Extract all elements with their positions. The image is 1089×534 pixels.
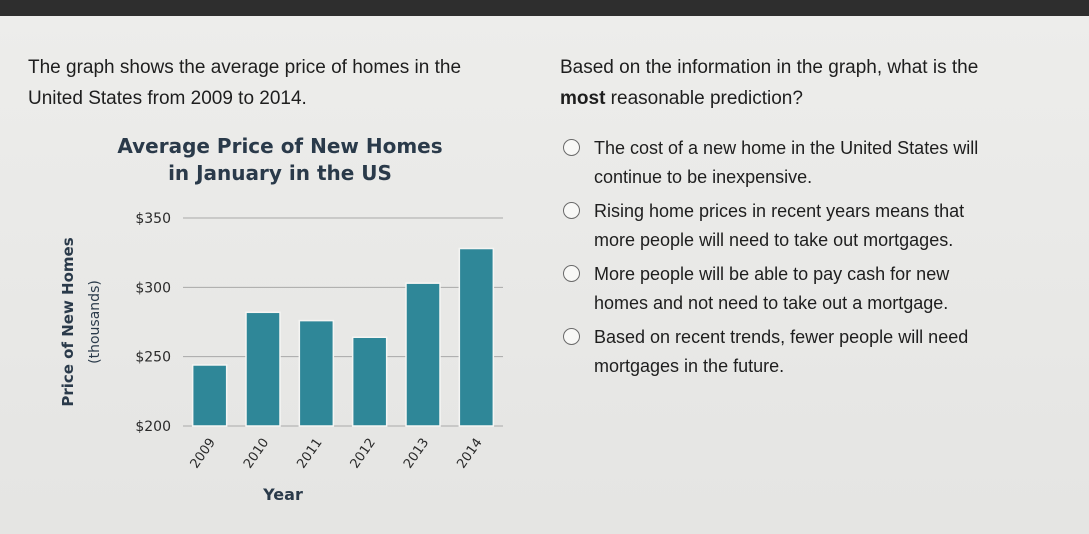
- y-tick-label: $250: [135, 350, 171, 366]
- x-tick-label: 2010: [241, 436, 272, 472]
- bar: [351, 336, 388, 427]
- y-axis-label: Price of New Homes: [59, 237, 77, 406]
- y-tick-label: $200: [135, 419, 171, 435]
- answer-option-1-line2: continue to be inexpensive.: [594, 167, 813, 187]
- x-tick-label: 2014: [454, 436, 485, 472]
- radio-button-icon[interactable]: [563, 265, 580, 282]
- question-sheet: The graph shows the average price of hom…: [0, 16, 1089, 534]
- answer-option-4-line1: Based on recent trends, fewer people wil…: [594, 327, 969, 347]
- answer-option-2-line1: Rising home prices in recent years means…: [594, 201, 965, 221]
- y-tick-label: $300: [135, 280, 171, 296]
- answer-option-2-line2: more people will need to take out mortga…: [594, 230, 954, 250]
- question-emphasis: most: [560, 88, 606, 109]
- x-axis-label: Year: [262, 485, 303, 504]
- bar: [458, 247, 495, 427]
- answer-option-4[interactable]: Based on recent trends, fewer people wil…: [558, 323, 1078, 381]
- radio-button-icon[interactable]: [563, 328, 580, 345]
- question-line2-rest: reasonable prediction?: [605, 88, 803, 109]
- question-line2: most reasonable prediction?: [560, 83, 1060, 114]
- answer-option-4-line2: mortgages in the future.: [594, 356, 785, 376]
- x-tick-label: 2009: [188, 436, 219, 472]
- answer-option-3-line2: homes and not need to take out a mortgag…: [594, 293, 949, 313]
- y-tick-label: $350: [135, 211, 171, 227]
- question-text: Based on the information in the graph, w…: [560, 52, 1060, 114]
- bar: [405, 282, 441, 427]
- x-tick-label: 2013: [401, 436, 432, 472]
- bar-chart: Average Price of New Homes in January in …: [55, 130, 535, 510]
- y-axis-unit-label: (thousands): [87, 280, 103, 364]
- radio-button-icon[interactable]: [563, 139, 580, 156]
- answer-option-3[interactable]: More people will be able to pay cash for…: [558, 260, 1078, 318]
- graph-description: The graph shows the average price of hom…: [28, 52, 528, 114]
- graph-description-line1: The graph shows the average price of hom…: [28, 57, 462, 78]
- chart-title-line2: in January in the US: [168, 161, 392, 185]
- bar: [245, 311, 281, 427]
- x-tick-label: 2011: [294, 436, 325, 472]
- answer-option-2[interactable]: Rising home prices in recent years means…: [558, 197, 1078, 255]
- radio-button-icon[interactable]: [563, 202, 580, 219]
- answer-option-3-line1: More people will be able to pay cash for…: [594, 264, 950, 284]
- bar: [298, 319, 335, 427]
- graph-description-line2: United States from 2009 to 2014.: [28, 88, 307, 109]
- answer-options: The cost of a new home in the United Sta…: [558, 134, 1078, 386]
- answer-option-1[interactable]: The cost of a new home in the United Sta…: [558, 134, 1078, 192]
- bar: [191, 364, 228, 427]
- x-tick-label: 2012: [348, 436, 379, 472]
- chart-svg: Average Price of New Homes in January in …: [59, 134, 503, 504]
- question-line1: Based on the information in the graph, w…: [560, 57, 979, 78]
- chart-title-line1: Average Price of New Homes: [117, 134, 442, 158]
- sheet-shade: [0, 16, 1089, 534]
- answer-option-1-line1: The cost of a new home in the United Sta…: [594, 138, 979, 158]
